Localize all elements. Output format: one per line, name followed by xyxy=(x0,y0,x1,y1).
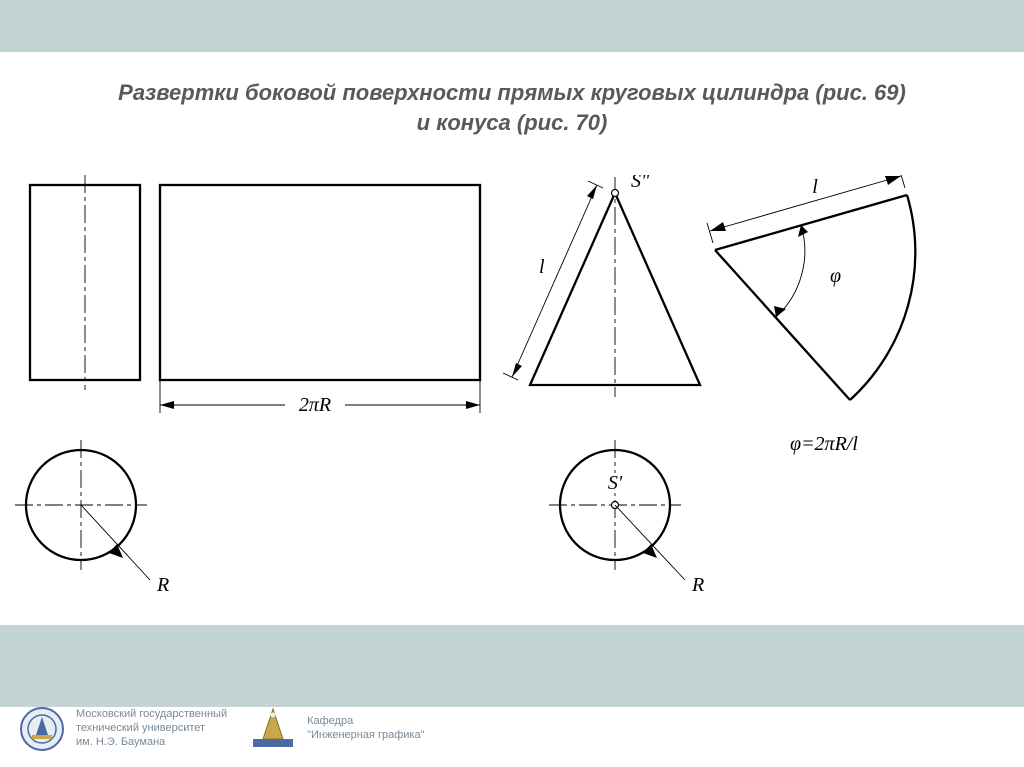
dept-line-1: Кафедра xyxy=(307,715,424,729)
label-phi: φ xyxy=(830,265,841,287)
slide-title: Развертки боковой поверхности прямых кру… xyxy=(0,78,1024,137)
top-band xyxy=(0,0,1024,52)
department-block: Кафедра "Инженерная графика" xyxy=(249,705,424,753)
uni-line-1: Московский государственный xyxy=(76,708,227,722)
cone-front-view: S" l xyxy=(503,175,700,397)
bmstu-emblem-icon xyxy=(18,705,66,753)
footer-logos: Московский государственный технический у… xyxy=(18,705,425,753)
university-text: Московский государственный технический у… xyxy=(76,708,227,749)
dept-line-2: "Инженерная графика" xyxy=(307,729,424,743)
cylinder-development: 2πR xyxy=(160,185,480,416)
uni-line-2: технический университет xyxy=(76,722,227,736)
cylinder-side-view xyxy=(30,175,140,390)
university-block: Московский государственный технический у… xyxy=(18,705,227,753)
cylinder-base-circle: R xyxy=(15,440,169,596)
title-line-2: и конуса (рис. 70) xyxy=(417,110,608,135)
label-l-cone: l xyxy=(539,256,545,278)
diagram-area: 2πR R S" xyxy=(15,175,1009,625)
label-r-right: R xyxy=(691,574,704,596)
cone-base-circle: S' R xyxy=(549,440,704,596)
cone-development: φ l φ=2πR/l xyxy=(707,175,915,455)
label-l-sector: l xyxy=(812,176,818,198)
label-r-left: R xyxy=(156,574,169,596)
bottom-band xyxy=(0,625,1024,707)
label-s-double: S" xyxy=(631,175,650,192)
department-text: Кафедра "Инженерная графика" xyxy=(307,715,424,743)
uni-line-3: им. Н.Э. Баумана xyxy=(76,736,227,750)
title-line-1: Развертки боковой поверхности прямых кру… xyxy=(118,80,906,105)
slide: Развертки боковой поверхности прямых кру… xyxy=(0,0,1024,767)
label-formula: φ=2πR/l xyxy=(790,433,858,455)
label-2pir: 2πR xyxy=(299,394,331,416)
diagram-svg: 2πR R S" xyxy=(15,175,1009,625)
label-s-prime: S' xyxy=(608,472,623,494)
department-emblem-icon xyxy=(249,705,297,753)
